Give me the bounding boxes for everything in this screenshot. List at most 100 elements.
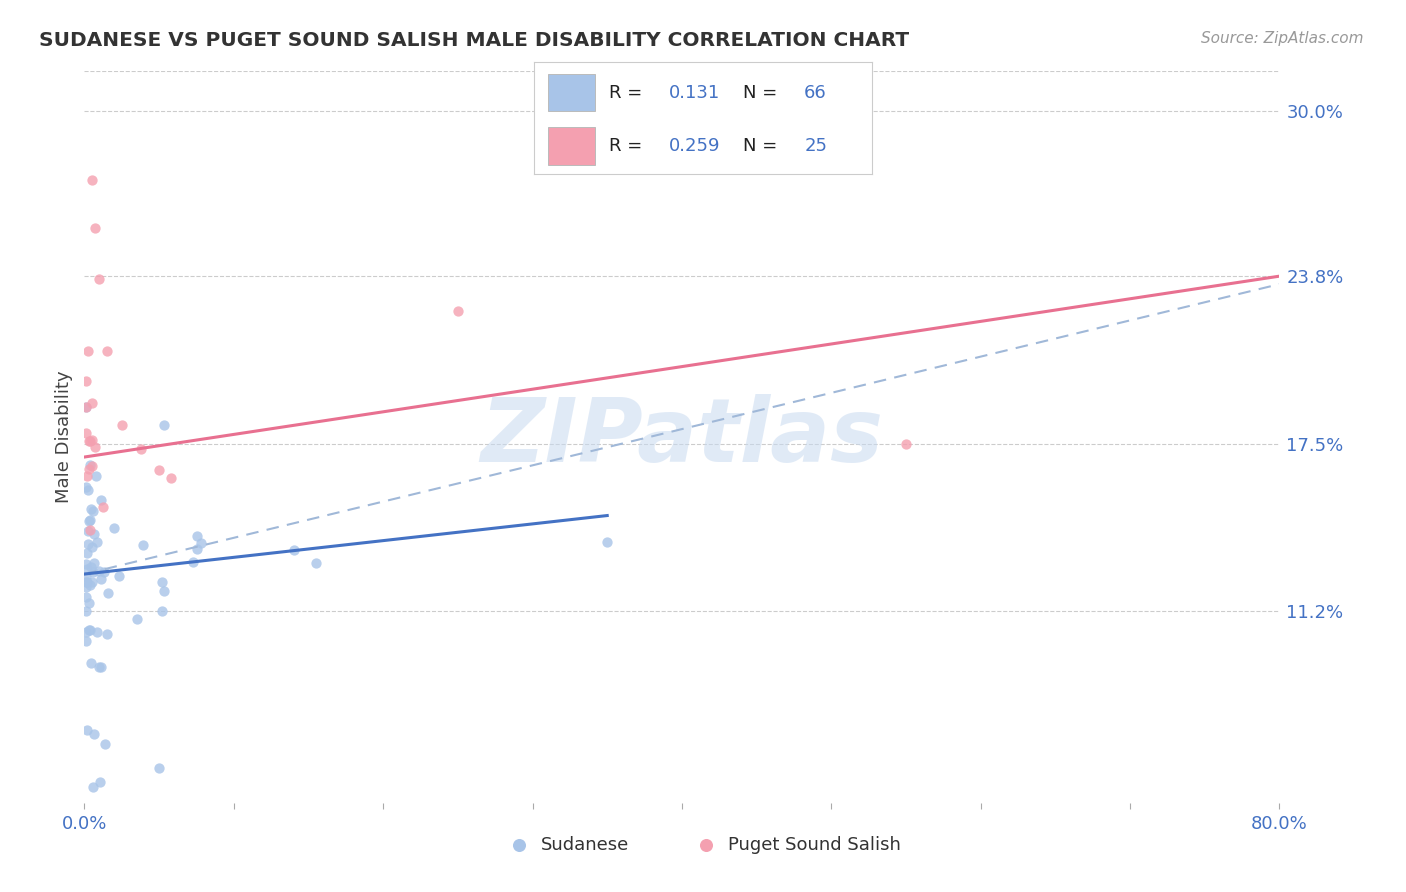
Point (77, 461, 100, 475)
Point (80, 540, 103, 554)
Point (83, 526, 105, 541)
Text: Sudanese: Sudanese (541, 836, 628, 855)
Point (77, 524, 100, 538)
Point (89, 775, 111, 789)
Text: R =: R = (609, 137, 648, 155)
Point (75, 634, 97, 648)
Point (87, 564, 110, 578)
Text: 0.259: 0.259 (669, 137, 721, 155)
Point (80, 502, 103, 516)
Point (75, 400, 97, 414)
Point (150, 574, 173, 589)
Point (103, 521, 125, 535)
Point (82, 396, 104, 410)
Point (186, 529, 208, 543)
Point (79, 524, 101, 538)
Point (508, 838, 530, 853)
Point (77, 623, 100, 637)
Point (90, 660, 112, 674)
Point (129, 442, 152, 456)
Point (83, 726, 105, 740)
Text: 66: 66 (804, 84, 827, 102)
Point (148, 761, 170, 775)
Point (77, 537, 100, 551)
Point (94, 737, 117, 751)
Point (160, 471, 183, 485)
Point (75, 591, 97, 605)
Point (75, 605, 97, 619)
Point (82, 780, 104, 795)
Point (76, 723, 98, 738)
Point (90, 572, 112, 586)
Point (695, 838, 717, 853)
Point (75, 574, 97, 589)
Point (77, 434, 100, 448)
Point (305, 557, 328, 571)
Text: N =: N = (744, 84, 783, 102)
Point (83, 557, 105, 571)
Point (83, 221, 105, 235)
Point (79, 458, 101, 472)
Point (77, 344, 100, 359)
Point (75, 625, 97, 640)
Text: R =: R = (609, 84, 648, 102)
Point (183, 555, 205, 569)
Point (93, 566, 115, 580)
Text: N =: N = (744, 137, 783, 155)
Point (75, 480, 97, 494)
Point (75, 557, 97, 571)
Point (83, 440, 105, 454)
Point (89, 659, 111, 673)
Point (77, 596, 100, 610)
Point (77, 514, 100, 528)
FancyBboxPatch shape (548, 127, 595, 165)
Point (82, 504, 104, 518)
Point (76, 483, 98, 497)
Point (79, 578, 101, 592)
Point (76, 469, 98, 483)
Point (79, 513, 101, 527)
Text: Source: ZipAtlas.com: Source: ZipAtlas.com (1201, 31, 1364, 46)
Point (894, 436, 917, 450)
Point (97, 585, 120, 599)
Point (190, 536, 212, 550)
Point (76, 574, 98, 589)
Point (76, 545, 98, 559)
Point (283, 543, 305, 558)
Point (447, 303, 470, 318)
Point (82, 433, 104, 447)
Point (127, 612, 149, 626)
Point (84, 468, 107, 483)
Point (76, 562, 98, 576)
Point (79, 623, 101, 637)
Point (79, 434, 101, 448)
Point (75, 580, 97, 594)
Point (153, 417, 176, 432)
Point (80, 574, 103, 589)
Point (186, 541, 208, 556)
Point (75, 374, 97, 388)
Point (82, 565, 104, 579)
Point (79, 656, 101, 670)
Text: Puget Sound Salish: Puget Sound Salish (728, 836, 901, 855)
Text: 25: 25 (804, 137, 827, 155)
Y-axis label: Male Disability: Male Disability (55, 371, 73, 503)
Text: 0.131: 0.131 (669, 84, 720, 102)
Point (89, 272, 111, 286)
Point (152, 604, 174, 618)
Point (80, 173, 103, 187)
Point (75, 569, 97, 583)
Point (86, 625, 108, 640)
Point (96, 626, 118, 640)
Point (90, 492, 112, 507)
Point (96, 343, 118, 358)
Point (80, 458, 103, 473)
Point (152, 584, 174, 599)
Point (79, 560, 101, 574)
Point (111, 418, 134, 433)
Point (75, 425, 97, 440)
Point (596, 535, 619, 549)
Text: SUDANESE VS PUGET SOUND SALISH MALE DISABILITY CORRELATION CHART: SUDANESE VS PUGET SOUND SALISH MALE DISA… (39, 31, 910, 50)
Point (91, 500, 114, 514)
Point (148, 463, 170, 477)
